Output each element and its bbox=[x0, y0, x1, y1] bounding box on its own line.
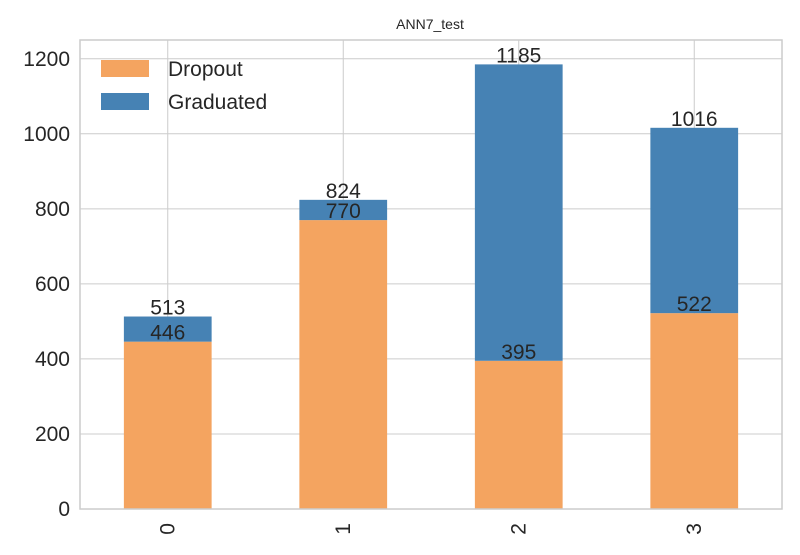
y-tick-label: 600 bbox=[35, 273, 70, 296]
bars-group bbox=[123, 64, 739, 509]
bar-dropout bbox=[650, 313, 739, 509]
bar-dropout bbox=[123, 341, 212, 509]
bar-graduated bbox=[650, 127, 739, 314]
y-tick-label: 400 bbox=[35, 348, 70, 371]
legend-swatch-graduated bbox=[101, 93, 149, 110]
y-tick-label: 0 bbox=[58, 498, 70, 521]
legend: Dropout Graduated bbox=[101, 58, 267, 114]
x-tick-label: 0 bbox=[156, 523, 179, 535]
y-tick-label: 200 bbox=[35, 423, 70, 446]
bar-value-label-graduated: 824 bbox=[326, 180, 361, 203]
x-axis-tick-labels: 0 1 2 3 bbox=[156, 523, 706, 535]
bar-value-label-graduated: 1016 bbox=[671, 108, 718, 131]
legend-label-graduated: Graduated bbox=[168, 91, 267, 114]
x-tick-label: 3 bbox=[683, 523, 706, 535]
bar-dropout bbox=[474, 360, 563, 509]
bar-value-label-dropout: 446 bbox=[150, 322, 185, 345]
chart-title: ANN7_test bbox=[396, 16, 464, 32]
bar-graduated bbox=[474, 64, 563, 361]
bar-value-label-dropout: 770 bbox=[326, 200, 361, 223]
bar-value-label-dropout: 522 bbox=[677, 293, 712, 316]
bar-value-label-graduated: 1185 bbox=[496, 44, 541, 67]
bar-graduated bbox=[299, 199, 388, 221]
bar-value-label-graduated: 513 bbox=[150, 297, 185, 320]
x-tick-label: 2 bbox=[507, 523, 530, 535]
y-tick-label: 800 bbox=[35, 198, 70, 221]
y-tick-label: 1200 bbox=[23, 48, 70, 71]
legend-swatch-dropout bbox=[101, 60, 149, 77]
y-axis-tick-labels: 0 200 400 600 800 1000 1200 bbox=[23, 48, 70, 521]
bar-graduated bbox=[123, 316, 212, 342]
x-tick-label: 1 bbox=[332, 523, 355, 535]
bar-value-label-dropout: 395 bbox=[501, 341, 536, 364]
y-tick-label: 1000 bbox=[23, 123, 70, 146]
bar-dropout bbox=[299, 220, 388, 509]
plot-frame bbox=[79, 39, 783, 510]
bar-labels-group: 446 770 395 522 513 824 1185 1016 bbox=[150, 44, 717, 363]
legend-label-dropout: Dropout bbox=[168, 58, 243, 81]
